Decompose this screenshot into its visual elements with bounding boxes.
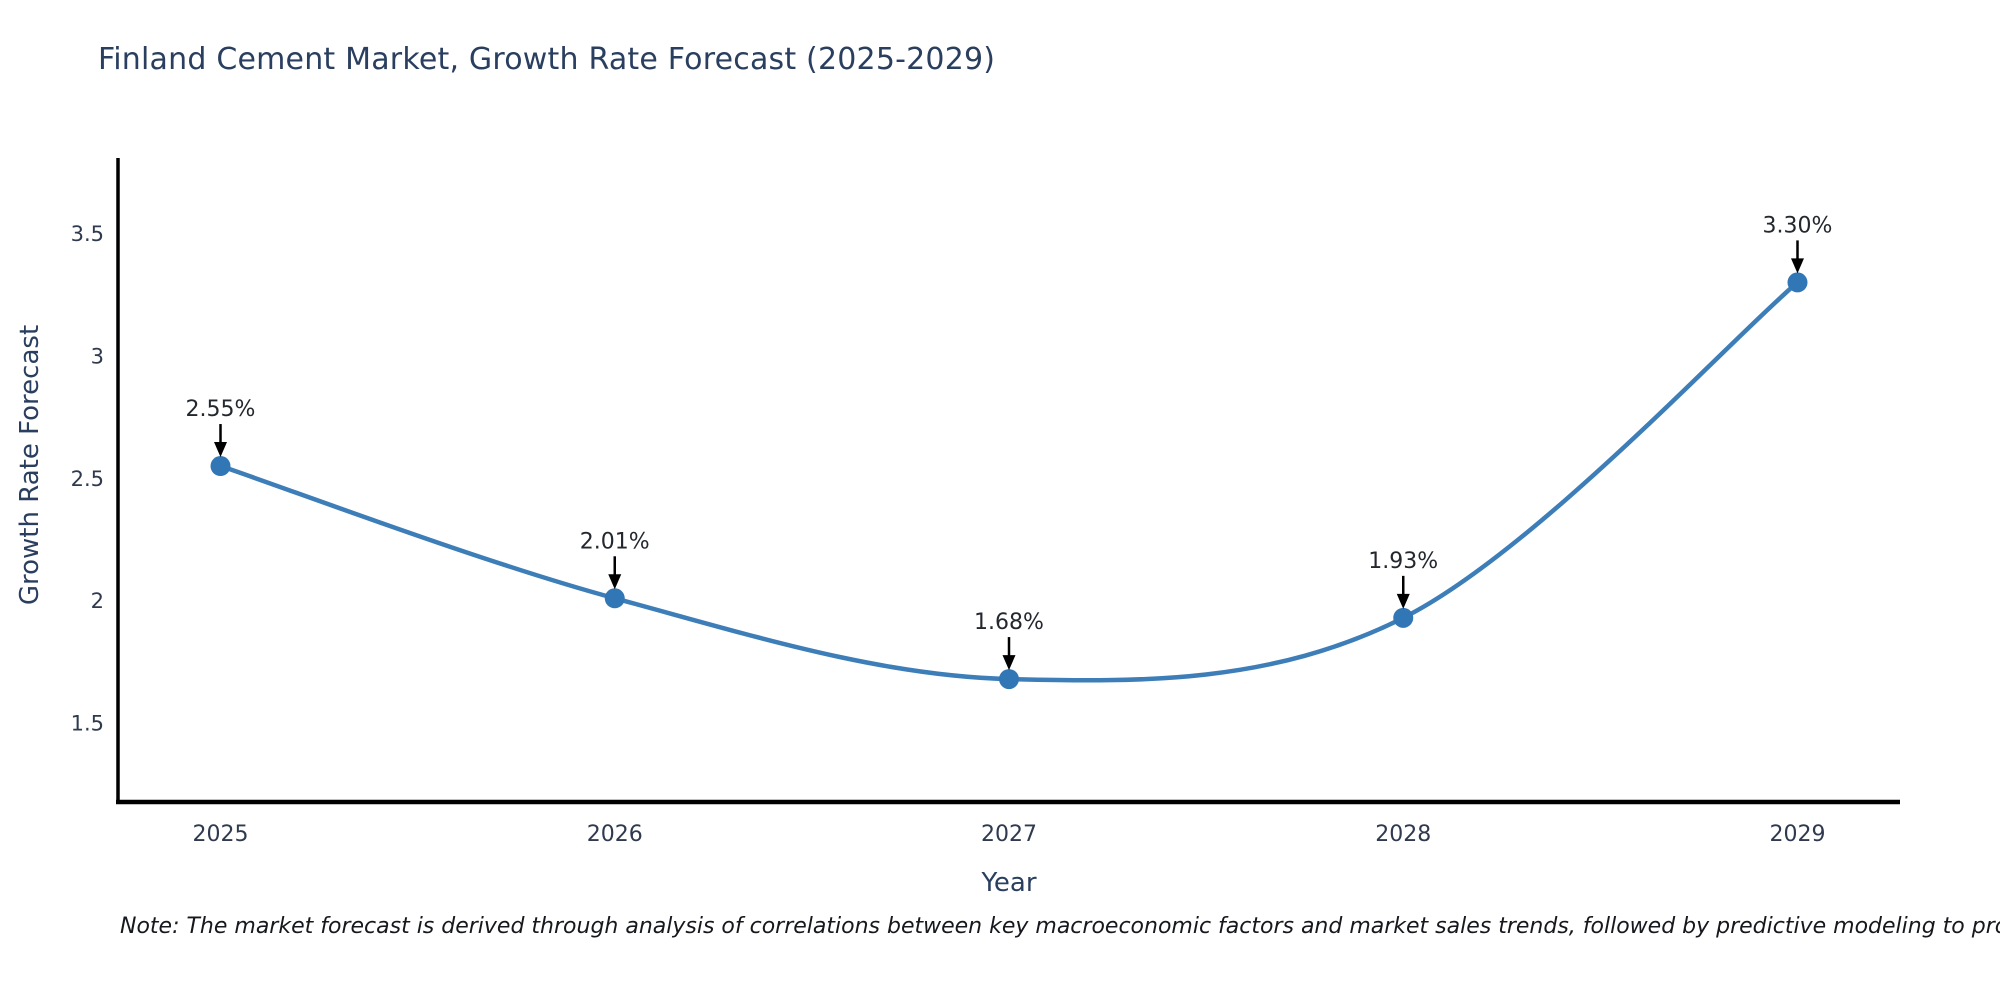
data-point-marker[interactable] <box>1393 607 1414 628</box>
annotation-arrowhead-icon <box>1396 593 1410 609</box>
footnote: Note: The market forecast is derived thr… <box>120 914 2000 939</box>
x-tick-label: 2029 <box>1769 822 1825 847</box>
chart-title: Finland Cement Market, Growth Rate Forec… <box>98 42 996 77</box>
x-axis-title: Year <box>981 868 1037 898</box>
point-annotation-label: 2.01% <box>580 529 650 554</box>
x-tick-label: 2025 <box>193 822 249 847</box>
x-tick-label: 2028 <box>1375 822 1431 847</box>
annotation-arrowhead-icon <box>1002 655 1016 671</box>
y-tick-label: 1.5 <box>71 712 104 736</box>
data-point-marker[interactable] <box>210 456 231 477</box>
data-point-marker[interactable] <box>999 669 1019 690</box>
x-tick-label: 2026 <box>587 822 643 847</box>
annotation-arrowhead-icon <box>1790 258 1804 274</box>
point-annotation-label: 3.30% <box>1763 213 1833 238</box>
data-point-marker[interactable] <box>604 588 625 609</box>
annotation-arrowhead-icon <box>214 442 228 458</box>
y-tick-label: 3 <box>91 344 104 368</box>
x-tick-label: 2027 <box>981 822 1037 847</box>
annotation-arrowhead-icon <box>608 574 622 590</box>
y-tick-label: 3.5 <box>71 222 104 246</box>
y-tick-label: 2 <box>91 589 104 613</box>
data-point-marker[interactable] <box>1787 272 1808 293</box>
point-annotation-label: 1.68% <box>974 610 1044 635</box>
y-tick-label: 2.5 <box>71 467 104 491</box>
point-annotation-label: 1.93% <box>1368 549 1438 574</box>
point-annotation-label: 2.55% <box>186 397 256 422</box>
